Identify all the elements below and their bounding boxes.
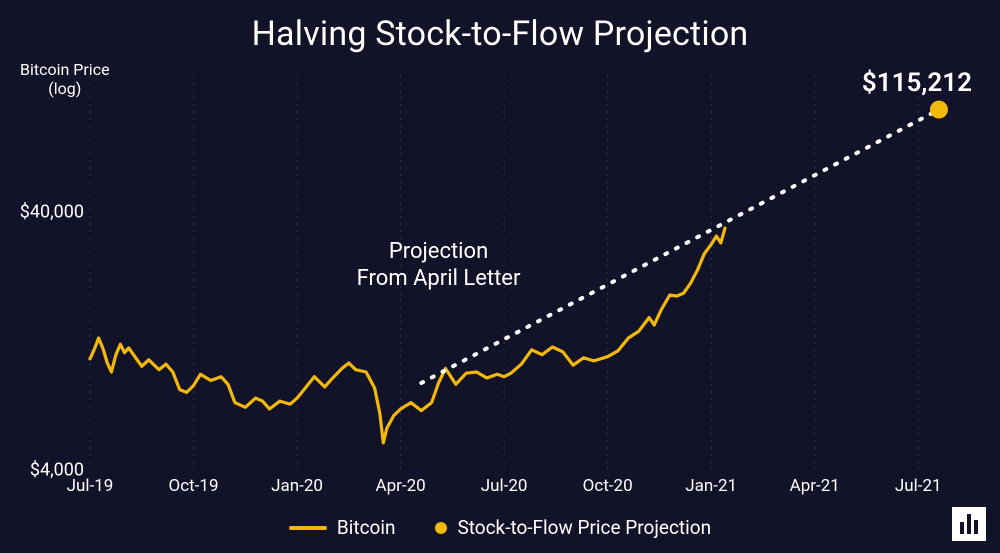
x-tick-label: Oct-20 bbox=[583, 476, 633, 496]
plot-svg bbox=[90, 76, 970, 470]
x-tick-label: Apr-21 bbox=[790, 476, 840, 496]
x-tick-label: Jan-21 bbox=[685, 476, 737, 496]
x-tick-label: Oct-19 bbox=[169, 476, 219, 496]
x-tick-label: Apr-20 bbox=[375, 476, 425, 496]
plot-area: Jul-19Oct-19Jan-20Apr-20Jul-20Oct-20Jan-… bbox=[90, 76, 970, 470]
x-tick-label: Jan-20 bbox=[271, 476, 323, 496]
legend-item-bitcoin: Bitcoin bbox=[289, 516, 396, 539]
chart-frame: Halving Stock-to-Flow Projection Bitcoin… bbox=[0, 0, 1000, 553]
chart-title: Halving Stock-to-Flow Projection bbox=[0, 14, 1000, 54]
projection-target-label: $115,212 bbox=[862, 68, 972, 98]
x-tick-label: Jul-21 bbox=[895, 476, 942, 496]
x-tick-label: Jul-20 bbox=[481, 476, 528, 496]
y-tick-label: $4,000 bbox=[30, 460, 84, 481]
projection-annotation: ProjectionFrom April Letter bbox=[357, 238, 521, 293]
legend-label-projection: Stock-to-Flow Price Projection bbox=[457, 516, 711, 539]
brand-logo-icon bbox=[952, 507, 986, 541]
legend-swatch-bitcoin bbox=[289, 526, 327, 530]
y-tick-label: $40,000 bbox=[20, 202, 84, 223]
y-axis-title-line2: (log) bbox=[48, 79, 81, 98]
legend-swatch-projection bbox=[435, 522, 447, 534]
projection-target-dot bbox=[930, 101, 948, 119]
legend-label-bitcoin: Bitcoin bbox=[337, 516, 396, 539]
legend: Bitcoin Stock-to-Flow Price Projection bbox=[0, 516, 1000, 539]
legend-item-projection: Stock-to-Flow Price Projection bbox=[435, 516, 711, 539]
